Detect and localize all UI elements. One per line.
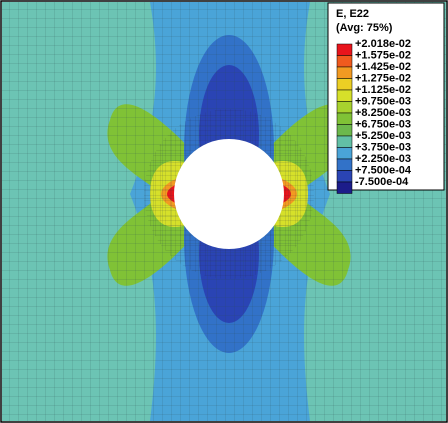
legend-title: E, E22 xyxy=(336,8,369,20)
legend-label: +1.275e-02 xyxy=(355,72,411,84)
legend-label: +2.018e-02 xyxy=(355,38,411,50)
legend-label: +6.750e-03 xyxy=(355,118,411,130)
legend-swatch xyxy=(336,181,353,194)
legend-swatch xyxy=(336,66,353,79)
legend-label: +8.250e-03 xyxy=(355,107,411,119)
legend-label: +7.500e-04 xyxy=(355,164,412,176)
legend-label: +1.575e-02 xyxy=(355,49,411,61)
legend-label: +1.125e-02 xyxy=(355,84,411,96)
legend-swatch xyxy=(336,147,353,160)
legend-label: -7.500e-04 xyxy=(355,176,409,188)
legend-swatch xyxy=(336,78,353,91)
legend-label: +2.250e-03 xyxy=(355,153,411,165)
legend-subtitle: (Avg: 75%) xyxy=(336,22,393,34)
legend-swatch xyxy=(336,89,353,102)
legend-label: +5.250e-03 xyxy=(355,130,411,142)
legend-swatch xyxy=(336,170,353,183)
legend-swatch xyxy=(336,124,353,137)
legend-swatch xyxy=(336,112,353,125)
legend: E, E22 (Avg: 75%) +2.018e-02+1.575e-02+1… xyxy=(327,2,445,194)
legend-swatch xyxy=(336,43,353,56)
legend-swatch xyxy=(336,158,353,171)
legend-swatch xyxy=(336,101,353,114)
legend-label: +3.750e-03 xyxy=(355,141,411,153)
legend-label: +9.750e-03 xyxy=(355,95,411,107)
legend-swatch xyxy=(336,55,353,68)
legend-label: +1.425e-02 xyxy=(355,61,411,73)
legend-swatch xyxy=(336,135,353,148)
